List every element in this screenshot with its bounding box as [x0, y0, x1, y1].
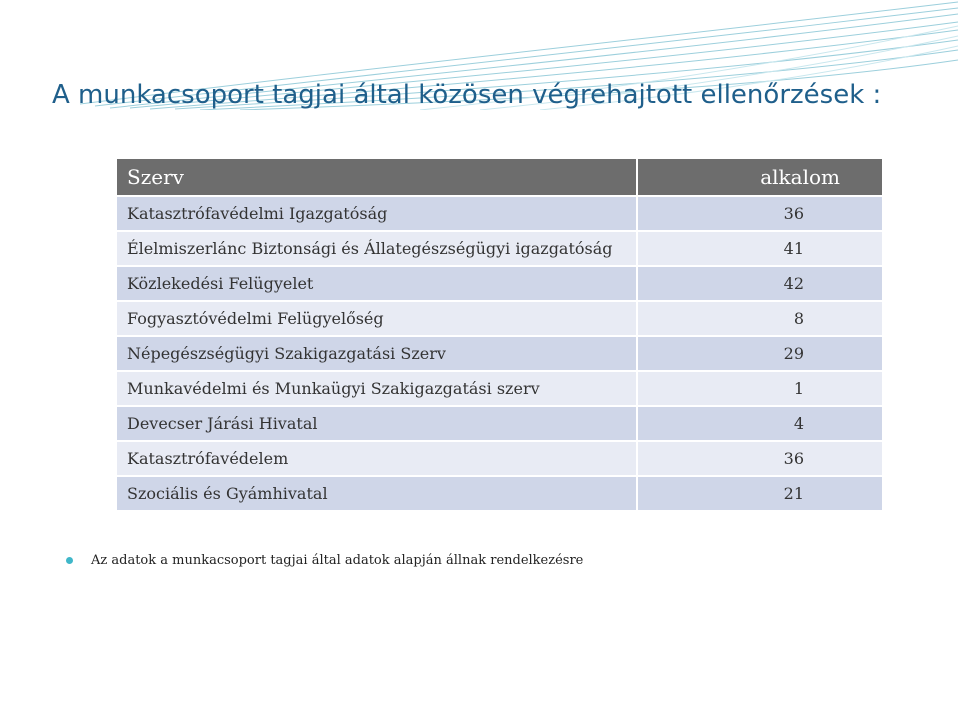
row-count: 21 — [636, 477, 882, 510]
inspections-table: Szerv alkalom Katasztrófavédelmi Igazgat… — [117, 157, 882, 512]
table-row: Katasztrófavédelmi Igazgatóság 36 — [117, 197, 882, 230]
table-row: Fogyasztóvédelmi Felügyelőség 8 — [117, 302, 882, 335]
bullet-icon — [66, 557, 73, 564]
row-name: Közlekedési Felügyelet — [117, 267, 636, 300]
row-count: 29 — [636, 337, 882, 370]
row-count: 42 — [636, 267, 882, 300]
row-count: 36 — [636, 442, 882, 475]
row-count: 4 — [636, 407, 882, 440]
footnote-text: Az adatok a munkacsoport tagjai által ad… — [91, 553, 584, 568]
footnote: Az adatok a munkacsoport tagjai által ad… — [66, 553, 946, 568]
table-row: Szociális és Gyámhivatal 21 — [117, 477, 882, 510]
decorative-swoosh-lines — [79, 1, 959, 110]
row-count: 8 — [636, 302, 882, 335]
table-row: Élelmiszerlánc Biztonsági és Állategészs… — [117, 232, 882, 265]
row-name: Népegészségügyi Szakigazgatási Szerv — [117, 337, 636, 370]
row-name: Élelmiszerlánc Biztonsági és Állategészs… — [117, 232, 636, 265]
row-count: 41 — [636, 232, 882, 265]
row-name: Katasztrófavédelem — [117, 442, 636, 475]
table-row: Katasztrófavédelem 36 — [117, 442, 882, 475]
slide-title: A munkacsoport tagjai által közösen végr… — [52, 80, 882, 110]
row-name: Szociális és Gyámhivatal — [117, 477, 636, 510]
column-header-alkalom: alkalom — [636, 159, 882, 195]
row-name: Munkavédelmi és Munkaügyi Szakigazgatási… — [117, 372, 636, 405]
table-row: Devecser Járási Hivatal 4 — [117, 407, 882, 440]
row-count: 36 — [636, 197, 882, 230]
table-row: Munkavédelmi és Munkaügyi Szakigazgatási… — [117, 372, 882, 405]
table-header-row: Szerv alkalom — [117, 159, 882, 195]
row-count: 1 — [636, 372, 882, 405]
row-name: Katasztrófavédelmi Igazgatóság — [117, 197, 636, 230]
row-name: Fogyasztóvédelmi Felügyelőség — [117, 302, 636, 335]
column-header-szerv: Szerv — [117, 159, 636, 195]
table-row: Népegészségügyi Szakigazgatási Szerv 29 — [117, 337, 882, 370]
row-name: Devecser Járási Hivatal — [117, 407, 636, 440]
table-row: Közlekedési Felügyelet 42 — [117, 267, 882, 300]
